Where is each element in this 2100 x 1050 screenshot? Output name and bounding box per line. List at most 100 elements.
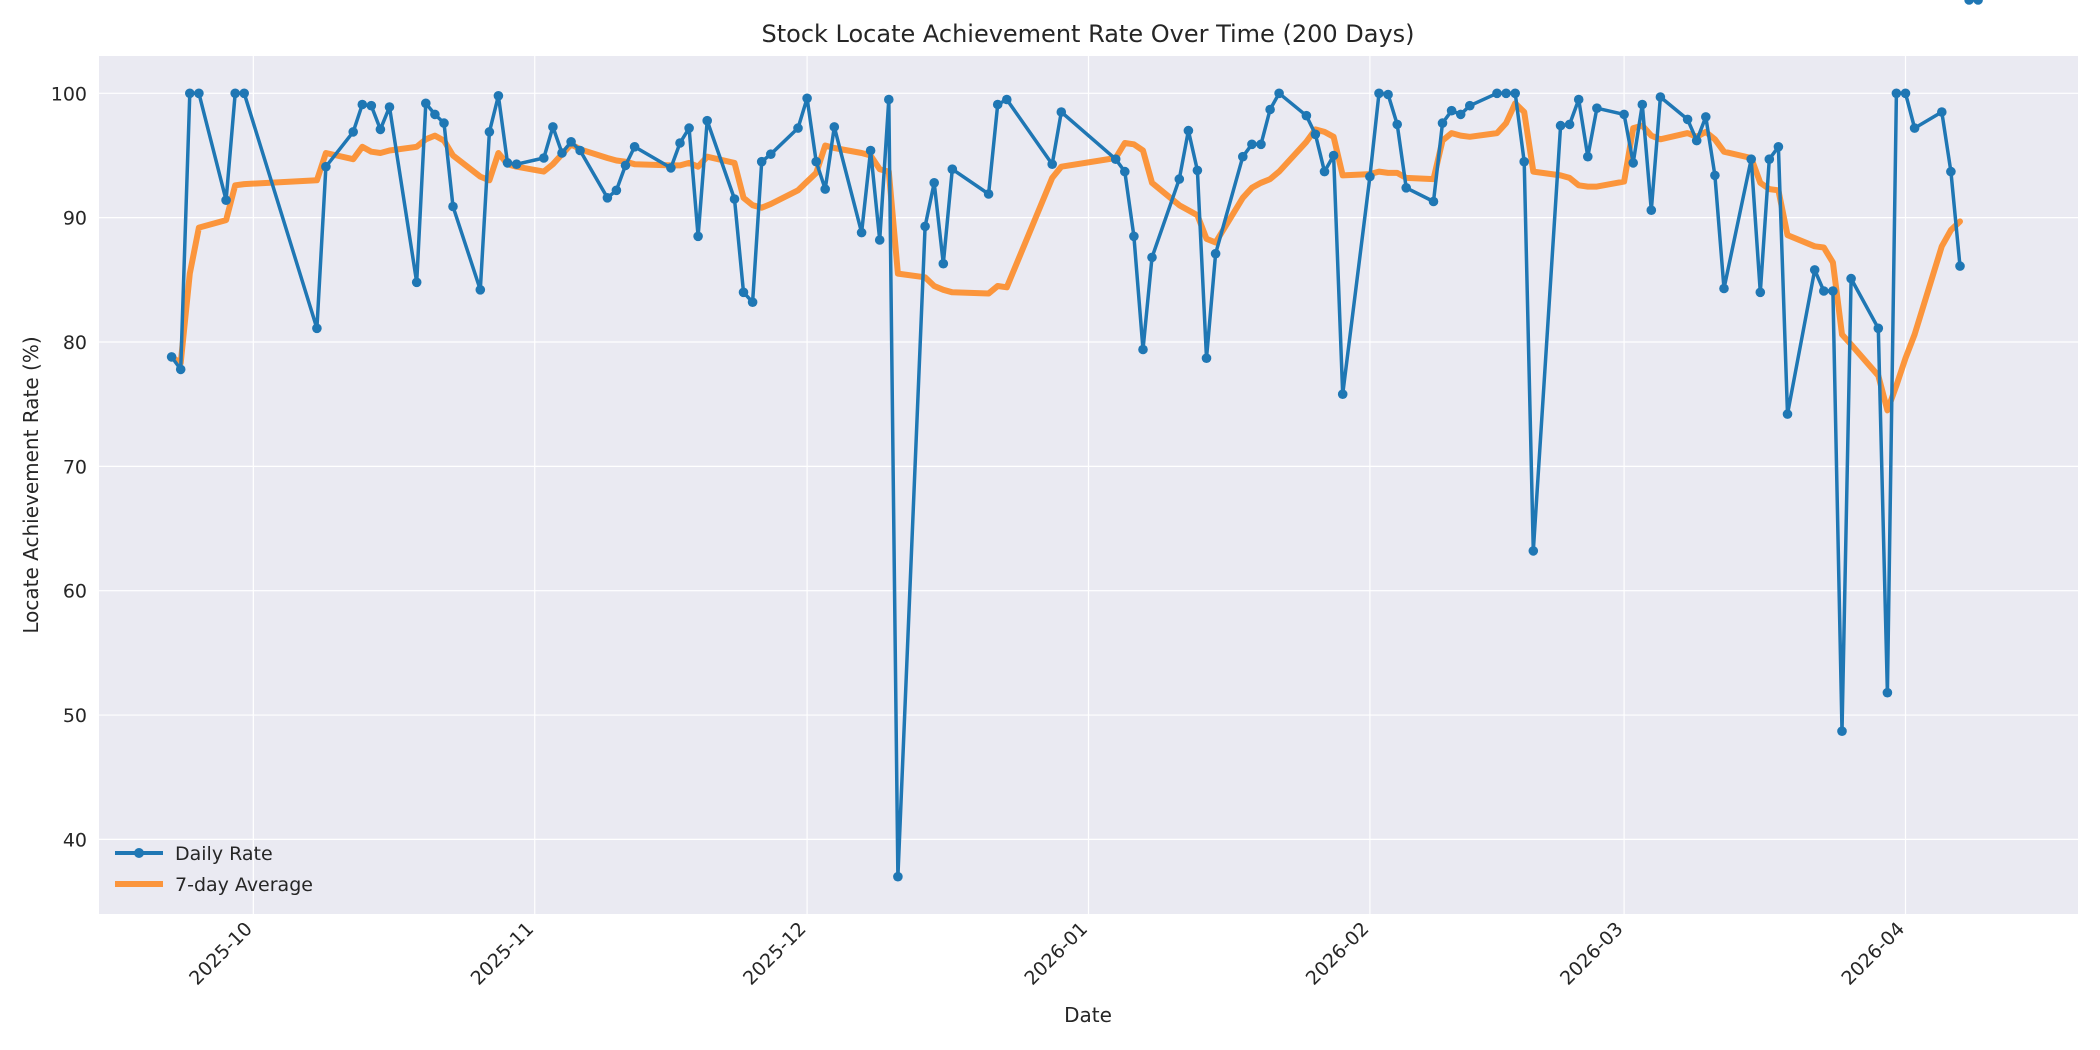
daily-rate-point [1637, 99, 1648, 110]
daily-rate-point [983, 189, 994, 199]
daily-rate-point [1710, 170, 1720, 181]
daily-rate-point [1256, 139, 1266, 150]
line-daily-rate [170, 91, 1962, 879]
y-tick-label: 70 [63, 456, 87, 478]
daily-rate-point [194, 88, 204, 99]
daily-rate-point [348, 127, 359, 137]
daily-rate-point [1873, 323, 1884, 334]
x-tick-label: 2026-02 [1302, 918, 1374, 990]
daily-rate-point [1746, 154, 1756, 164]
daily-rate-point [693, 231, 703, 242]
daily-rate-point [1592, 103, 1602, 113]
daily-rate-point [230, 88, 240, 99]
daily-rate-point [1437, 118, 1448, 128]
daily-rate-point [1056, 107, 1067, 117]
daily-rate-point [747, 297, 758, 308]
daily-rate-point [1455, 109, 1466, 120]
daily-rate-point [1201, 353, 1212, 364]
daily-rate-point [611, 185, 622, 196]
daily-rate-point [992, 99, 1003, 110]
y-tick-label: 40 [63, 829, 87, 851]
legend-label-7-day-average: 7-day Average [175, 874, 313, 896]
daily-rate-point [384, 102, 395, 112]
daily-rate-point [1937, 107, 1947, 117]
daily-rate-point [1573, 94, 1584, 105]
daily-rate-point [1501, 88, 1511, 99]
daily-rate-point [729, 194, 740, 204]
daily-rate-point [1510, 88, 1520, 99]
daily-rate-point [475, 285, 486, 295]
daily-rate-point [1555, 120, 1566, 131]
daily-rate-point [1837, 726, 1847, 736]
daily-rate-point [1655, 92, 1666, 102]
daily-rate-point [666, 163, 676, 173]
daily-rate-point [738, 287, 749, 298]
x-tick-label: 2026-01 [1020, 918, 1092, 990]
daily-rate-point [675, 138, 685, 148]
daily-rate-point [620, 160, 631, 171]
daily-rate-point [1882, 687, 1893, 698]
daily-rate-point [1492, 88, 1502, 99]
daily-rate-point [829, 122, 840, 132]
x-axis-label: Date [1064, 1003, 1112, 1027]
daily-rate-point [1365, 171, 1375, 182]
y-tick-label: 100 [51, 83, 87, 105]
daily-rate-point [366, 100, 377, 111]
daily-rate-point [239, 88, 249, 99]
x-tick-label: 2026-04 [1837, 918, 1909, 990]
daily-rate-point [1691, 135, 1702, 146]
daily-rate-point [548, 122, 558, 132]
daily-rate-point [411, 277, 422, 288]
daily-rate-point [684, 123, 694, 133]
daily-rate-point [1047, 159, 1057, 169]
daily-rate-point [1701, 112, 1711, 122]
daily-rate-point [1955, 261, 1965, 271]
daily-rate-point [1383, 89, 1393, 100]
daily-rate-point [1619, 109, 1629, 120]
daily-rate-point [1519, 156, 1529, 167]
grid-lines [99, 56, 2078, 914]
daily-rate-point [1682, 114, 1693, 125]
daily-rate-point [575, 145, 585, 156]
daily-rate-point [1374, 88, 1384, 99]
daily-rate-point [312, 323, 322, 334]
daily-rate-point [566, 137, 576, 147]
daily-rate-point [1846, 273, 1856, 284]
daily-rate-point [511, 159, 522, 169]
x-tick-label: 2025-12 [739, 918, 811, 990]
daily-rate-point [502, 158, 513, 168]
daily-rate-point [1238, 151, 1248, 162]
daily-rate-point [539, 153, 549, 163]
daily-rate-point [1628, 158, 1638, 168]
daily-rate-point [793, 123, 803, 133]
daily-rate-point [166, 352, 177, 362]
daily-rate-point [1183, 125, 1194, 136]
daily-rate-point [221, 195, 231, 205]
daily-rate-point [557, 148, 567, 158]
line-7-day-average [168, 100, 1963, 414]
daily-rate-point [1646, 205, 1657, 215]
daily-rate-point [1274, 88, 1284, 99]
daily-rate-point [920, 221, 930, 232]
legend-label-daily-rate: Daily Rate [175, 843, 273, 865]
daily-rate-point [185, 88, 195, 99]
daily-rate-point [802, 93, 812, 104]
daily-rate-point [756, 156, 767, 167]
daily-rate-point [484, 127, 495, 137]
daily-rate-point [421, 98, 431, 109]
daily-rate-point [1719, 283, 1729, 294]
chart-title: Stock Locate Achievement Rate Over Time … [761, 20, 1414, 48]
daily-rate-point [1110, 154, 1121, 164]
daily-rate-point [893, 871, 903, 882]
daily-rate-point [1782, 409, 1793, 419]
daily-rate-point [430, 109, 440, 120]
daily-rate-point [1428, 196, 1439, 207]
daily-rate-point [1465, 100, 1475, 111]
daily-rate-point [929, 178, 939, 188]
daily-rate-point [1301, 110, 1312, 121]
daily-rate-point [1210, 248, 1221, 259]
y-tick-label: 50 [63, 705, 87, 727]
legend: Daily Rate 7-day Average [115, 843, 313, 896]
daily-rate-point [1328, 150, 1339, 161]
